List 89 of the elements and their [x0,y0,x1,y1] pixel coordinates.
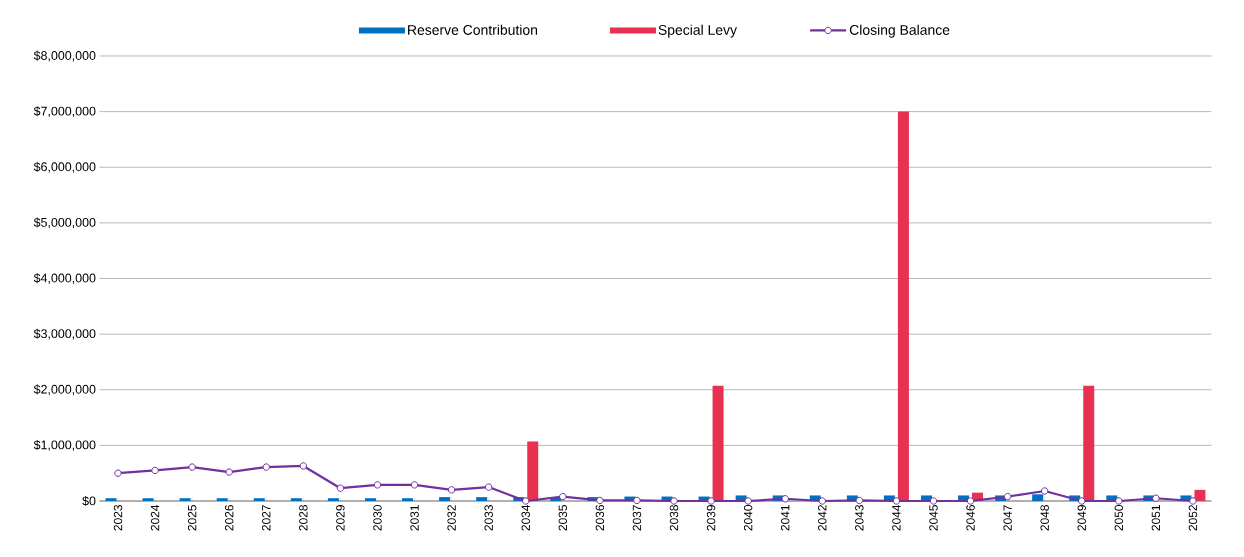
point [633,496,641,505]
x-tick-label: 2051 [1151,505,1161,531]
x-tick-label: 2040 [743,504,753,531]
x-tick-label: 2049 [1077,505,1086,531]
x-tick-label: 2050 [1114,504,1124,531]
x-tick-label: 2047 [1003,505,1012,531]
point [966,497,975,505]
bar [1083,385,1095,501]
point [670,497,678,505]
bar [179,498,191,501]
bar [1194,489,1206,501]
y-tick-label: $7,000,000 [33,106,96,118]
x-tick-label: 2035 [558,505,568,531]
legend-label: Special Levy [658,24,737,38]
bar [253,498,265,501]
x-tick-label: 2026 [224,505,234,531]
x-tick-label: 2027 [262,505,271,531]
bar [142,498,154,501]
x-tick-label: 2042 [818,505,827,531]
y-tick-label: $3,000,000 [33,328,96,340]
point [744,497,752,505]
point [1152,494,1160,502]
bar [1032,494,1044,501]
point [188,463,196,471]
point [1189,497,1197,505]
y-tick-label: $8,000,000 [33,50,96,62]
y-tick-label: $6,000,000 [33,161,96,173]
bar [476,497,488,501]
point [781,495,789,503]
x-tick-label: 2043 [855,505,864,531]
bar [364,498,376,501]
point [151,466,159,475]
y-tick-label: $0 [82,495,96,507]
point [818,497,826,505]
x-tick-label: 2024 [150,504,160,531]
point [262,463,270,471]
legend-label: Closing Balance [849,24,950,38]
x-tick-label: 2045 [929,505,938,531]
x-tick-label: 2038 [669,505,679,531]
x-tick-label: 2030 [373,504,382,531]
point [929,497,938,505]
point [447,486,456,494]
bar [327,498,339,501]
point [114,469,122,477]
x-tick-label: 2037 [632,505,642,531]
point [1115,497,1123,505]
x-tick-label: 2046 [966,505,975,531]
bar [105,498,117,501]
bar [216,498,228,501]
point [336,484,345,492]
bar [527,441,539,501]
point [855,496,864,505]
point [1003,492,1012,501]
x-tick-label: 2036 [595,505,605,531]
x-tick-label: 2023 [113,505,123,531]
x-tick-label: 2032 [447,505,456,531]
point [1040,487,1049,495]
x-tick-label: 2041 [780,505,790,531]
bar [712,385,724,501]
point [892,497,901,505]
bar [439,497,451,501]
bar [897,111,909,501]
bar [402,498,414,501]
x-tick-label: 2044 [892,504,901,531]
x-tick-label: 2031 [410,505,419,531]
point [559,492,567,501]
point [373,481,382,489]
y-tick-label: $1,000,000 [33,439,96,451]
point [596,496,604,505]
point [707,497,715,505]
x-tick-label: 2048 [1040,505,1049,531]
x-tick-label: 2039 [706,505,716,531]
x-tick-label: 2028 [299,505,308,531]
x-tick-label: 2033 [484,505,493,531]
point [225,468,233,476]
point [484,483,493,491]
x-tick-label: 2029 [336,505,345,531]
y-tick-label: $4,000,000 [33,273,96,284]
point [410,481,419,489]
point [522,497,530,505]
y-tick-label: $5,000,000 [33,217,96,229]
x-tick-label: 2025 [187,505,197,531]
x-tick-label: 2034 [521,504,530,531]
point [299,462,308,470]
x-tick-label: 2052 [1188,505,1198,531]
point [1078,497,1086,505]
bar [290,498,302,501]
legend-label: Reserve Contribution [408,24,538,35]
y-tick-label: $2,000,000 [33,384,96,396]
